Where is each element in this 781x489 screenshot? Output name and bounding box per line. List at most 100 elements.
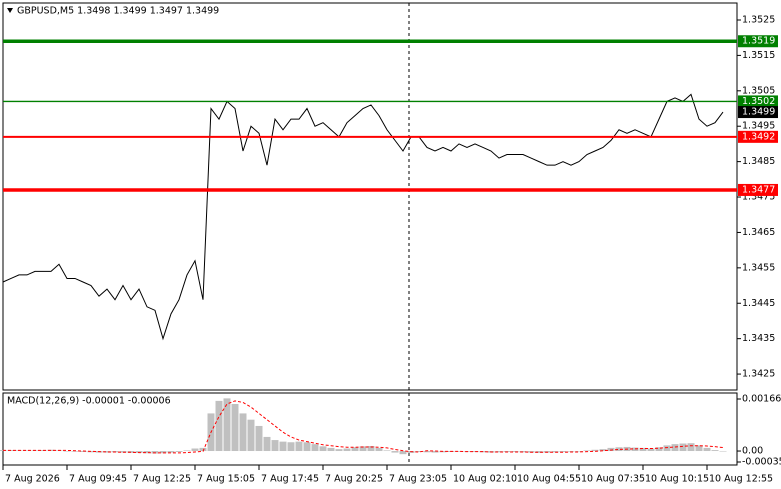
x-tick-label: 7 Aug 20:25 [325, 474, 383, 485]
macd-bar [415, 451, 423, 452]
level-label-box [738, 95, 778, 108]
macd-bar [391, 451, 399, 453]
macd-bar [23, 450, 31, 452]
macd-bar [559, 451, 567, 452]
level-label-box [738, 130, 778, 143]
macd-bar [295, 441, 303, 452]
macd-bar [495, 451, 503, 453]
macd-bar [375, 447, 383, 452]
level-label: 1.3502 [742, 96, 775, 107]
macd-bar [87, 451, 95, 453]
macd-bar [399, 451, 407, 455]
x-tick-label: 7 Aug 15:05 [197, 474, 255, 485]
macd-bar [183, 450, 191, 452]
macd-bar [239, 413, 247, 452]
macd-bar [359, 446, 367, 452]
x-tick-label: 10 Aug 02:10 [453, 474, 517, 485]
macd-bar [567, 451, 575, 452]
macd-bar [599, 449, 607, 452]
macd-bar [327, 447, 335, 452]
level-label-box [738, 35, 778, 48]
macd-bar [167, 451, 175, 453]
macd-bar [71, 451, 79, 452]
macd-bar [223, 398, 231, 452]
macd-bar [311, 444, 319, 452]
macd-bar [639, 447, 647, 452]
y-tick-label: 1.3465 [742, 227, 775, 238]
x-tick-label: 10 Aug 12:55 [709, 474, 773, 485]
level-label-box [738, 183, 778, 196]
macd-bar [719, 451, 727, 452]
macd-bar [127, 451, 135, 453]
level-label: 1.3492 [742, 131, 775, 142]
macd-bar [343, 448, 351, 452]
macd-bar [551, 451, 559, 453]
macd-bar [175, 451, 183, 452]
macd-bar [471, 451, 479, 452]
macd-bar [431, 451, 439, 453]
macd-bar [607, 447, 615, 452]
y-tick-label: -0.00035 [742, 457, 781, 468]
macd-bar [231, 404, 239, 452]
macd-bar [535, 451, 543, 453]
macd-bar [583, 450, 591, 452]
macd-bar [367, 446, 375, 452]
y-tick-label: 1.3455 [742, 262, 775, 273]
macd-bar [319, 446, 327, 452]
y-tick-label: 1.3515 [742, 50, 775, 61]
price-line [2, 93, 724, 341]
y-tick-label: 1.3525 [742, 14, 775, 25]
chart-title: GBPUSD,M5 1.3498 1.3499 1.3497 1.3499 [17, 6, 219, 17]
macd-bar [511, 451, 519, 452]
macd-bar [103, 451, 111, 453]
macd-bar [687, 443, 695, 452]
macd-bar [711, 450, 719, 452]
y-tick-label: 0.00 [742, 446, 763, 457]
macd-bar [143, 451, 151, 454]
macd-bar [591, 449, 599, 452]
macd-bar [663, 445, 671, 452]
x-tick-label: 7 Aug 23:05 [389, 474, 447, 485]
signal-line [3, 400, 724, 454]
macd-bar [703, 447, 711, 452]
macd-bar [615, 447, 623, 452]
x-tick-label: 10 Aug 10:15 [645, 474, 709, 485]
macd-bar [287, 442, 295, 452]
macd-title: MACD(12,26,9) -0.00001 -0.00006 [7, 396, 171, 407]
y-tick-label: 1.3475 [742, 192, 775, 203]
macd-bar [271, 440, 279, 452]
x-tick-label: 10 Aug 07:35 [581, 474, 645, 485]
macd-bar [575, 451, 583, 452]
x-tick-label: 10 Aug 04:55 [517, 474, 581, 485]
macd-bar [655, 447, 663, 452]
macd-bar [63, 451, 71, 452]
macd-bar [671, 444, 679, 452]
y-tick-label: 1.3425 [742, 369, 775, 380]
macd-bar [351, 447, 359, 452]
y-tick-label: 1.3505 [742, 85, 775, 96]
x-tick-label: 7 Aug 09:45 [69, 474, 127, 485]
macd-bar [647, 448, 655, 452]
macd-bar [695, 445, 703, 452]
x-tick-label: 7 Aug 17:45 [261, 474, 319, 485]
macd-bar [279, 441, 287, 452]
macd-bar [151, 451, 159, 454]
level-label: 1.3477 [742, 184, 775, 195]
y-tick-label: 1.3485 [742, 156, 775, 167]
y-tick-label: 0.00166 [742, 394, 781, 405]
y-tick-label: 1.3495 [742, 121, 775, 132]
last-price-label: 1.3499 [742, 107, 775, 118]
macd-bar [191, 448, 199, 452]
macd-bar [159, 451, 167, 454]
level-label: 1.3519 [742, 36, 775, 47]
macd-bar [679, 443, 687, 452]
x-tick-label: 7 Aug 12:25 [133, 474, 191, 485]
macd-bar [255, 425, 263, 452]
macd-bar [199, 447, 207, 452]
macd-bar [303, 442, 311, 452]
macd-bar [215, 400, 223, 452]
menu-triangle[interactable] [7, 8, 13, 13]
macd-bar [263, 436, 271, 452]
x-tick-label: 7 Aug 2026 [5, 474, 60, 485]
